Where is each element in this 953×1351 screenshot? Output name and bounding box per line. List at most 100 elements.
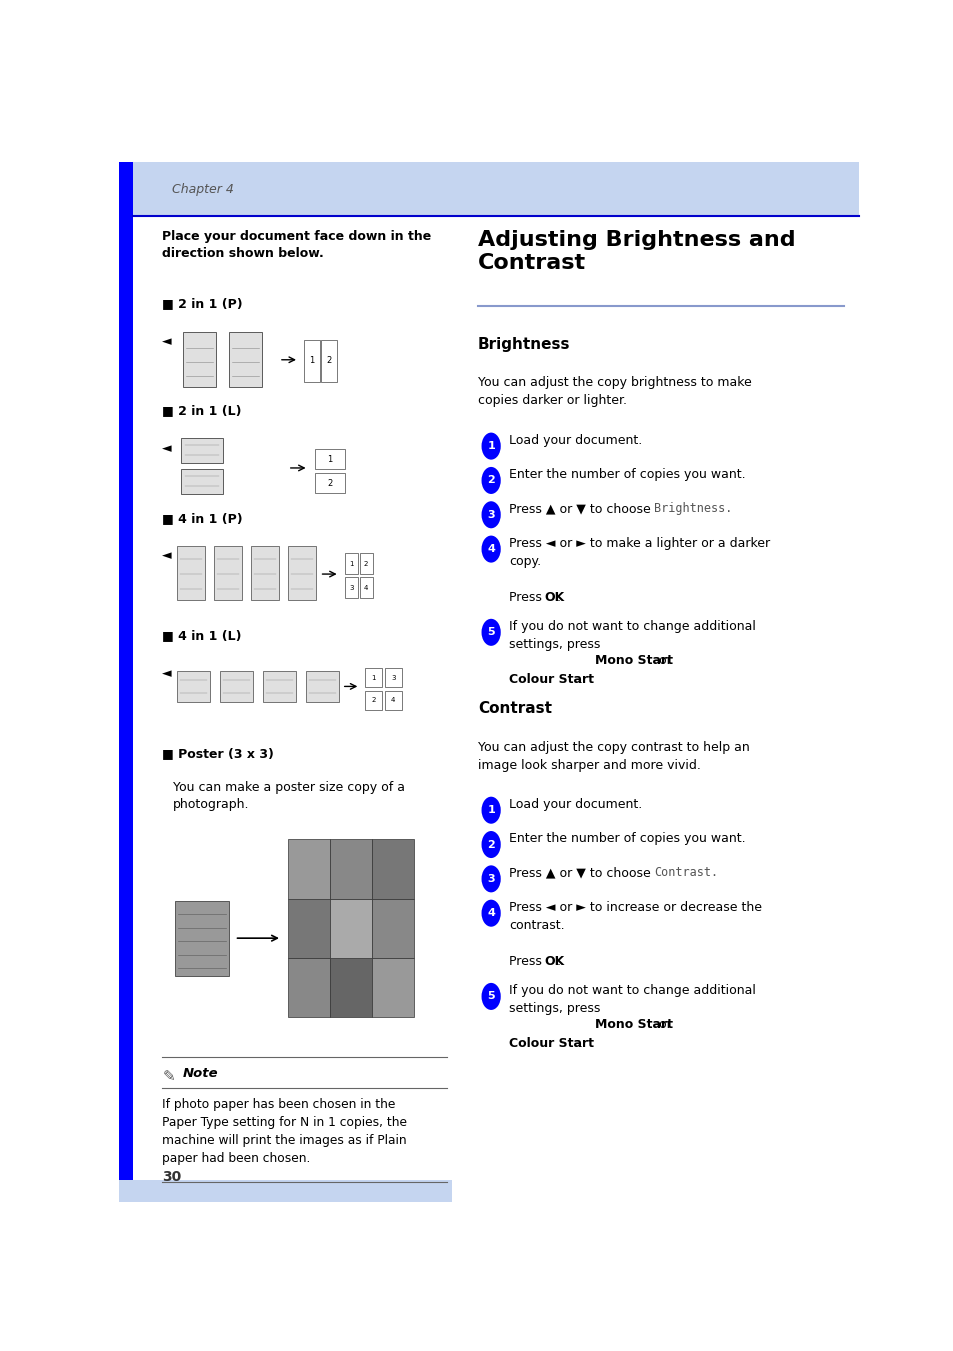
- Text: .: .: [578, 673, 581, 686]
- FancyBboxPatch shape: [365, 667, 382, 688]
- Text: ■ 2 in 1 (P): ■ 2 in 1 (P): [162, 297, 242, 311]
- Text: Chapter 4: Chapter 4: [172, 182, 234, 196]
- Text: ◄: ◄: [162, 666, 172, 680]
- Text: or: or: [654, 654, 671, 667]
- FancyBboxPatch shape: [330, 839, 372, 898]
- Text: Contrast: Contrast: [477, 701, 551, 716]
- Circle shape: [481, 984, 500, 1011]
- Circle shape: [481, 467, 500, 494]
- FancyBboxPatch shape: [183, 332, 216, 386]
- Text: Adjusting Brightness and
Contrast: Adjusting Brightness and Contrast: [477, 230, 795, 273]
- FancyBboxPatch shape: [176, 671, 210, 703]
- Text: 1: 1: [349, 561, 354, 566]
- Text: 3: 3: [349, 585, 354, 590]
- Circle shape: [481, 900, 500, 927]
- FancyBboxPatch shape: [229, 332, 262, 386]
- Circle shape: [481, 831, 500, 858]
- Text: 5: 5: [487, 992, 495, 1001]
- FancyBboxPatch shape: [180, 438, 223, 463]
- Text: 2: 2: [487, 839, 495, 850]
- Text: Contrast.: Contrast.: [653, 866, 718, 880]
- FancyBboxPatch shape: [314, 450, 344, 469]
- Text: Mono Start: Mono Start: [594, 1019, 672, 1031]
- FancyBboxPatch shape: [119, 162, 858, 216]
- Text: Enter the number of copies you want.: Enter the number of copies you want.: [508, 832, 744, 846]
- Text: OK: OK: [544, 955, 564, 967]
- FancyBboxPatch shape: [288, 839, 330, 898]
- FancyBboxPatch shape: [180, 469, 223, 494]
- FancyBboxPatch shape: [176, 546, 205, 600]
- Text: ◄: ◄: [162, 335, 172, 347]
- Text: Press ◄ or ► to increase or decrease the
contrast.: Press ◄ or ► to increase or decrease the…: [508, 901, 761, 932]
- FancyBboxPatch shape: [359, 554, 373, 574]
- FancyBboxPatch shape: [372, 839, 414, 898]
- Text: Load your document.: Load your document.: [508, 797, 641, 811]
- FancyBboxPatch shape: [304, 340, 319, 381]
- Text: ■ 4 in 1 (P): ■ 4 in 1 (P): [162, 512, 242, 524]
- Text: 2: 2: [327, 478, 333, 488]
- FancyBboxPatch shape: [119, 1179, 452, 1202]
- Text: Press: Press: [508, 590, 545, 604]
- FancyBboxPatch shape: [384, 690, 401, 711]
- FancyBboxPatch shape: [321, 340, 336, 381]
- Text: .: .: [578, 1038, 581, 1050]
- FancyBboxPatch shape: [384, 667, 401, 688]
- Text: 3: 3: [487, 509, 495, 520]
- FancyBboxPatch shape: [251, 546, 278, 600]
- Text: 4: 4: [364, 585, 368, 590]
- Text: Press: Press: [508, 955, 545, 967]
- Text: ■ 2 in 1 (L): ■ 2 in 1 (L): [162, 404, 241, 417]
- FancyBboxPatch shape: [330, 898, 372, 958]
- Text: If you do not want to change additional
settings, press: If you do not want to change additional …: [508, 984, 755, 1015]
- FancyBboxPatch shape: [288, 898, 330, 958]
- Text: If photo paper has been chosen in the
Paper Type setting for N in 1 copies, the
: If photo paper has been chosen in the Pa…: [162, 1098, 407, 1166]
- Text: 2: 2: [326, 357, 331, 365]
- FancyBboxPatch shape: [344, 554, 357, 574]
- Text: ◄: ◄: [162, 549, 172, 562]
- Text: 5: 5: [487, 627, 495, 638]
- Text: 4: 4: [487, 908, 495, 919]
- FancyBboxPatch shape: [288, 958, 330, 1017]
- Text: Brightness.: Brightness.: [653, 503, 731, 515]
- Text: .: .: [557, 590, 560, 604]
- Text: You can make a poster size copy of a
photograph.: You can make a poster size copy of a pho…: [173, 781, 405, 811]
- Text: OK: OK: [544, 590, 564, 604]
- FancyBboxPatch shape: [175, 901, 229, 975]
- Text: 2: 2: [372, 697, 375, 704]
- Text: Press ▲ or ▼ to choose: Press ▲ or ▼ to choose: [508, 503, 654, 515]
- FancyBboxPatch shape: [365, 690, 382, 711]
- Circle shape: [481, 619, 500, 646]
- Text: 1: 1: [372, 674, 375, 681]
- Text: ■ Poster (3 x 3): ■ Poster (3 x 3): [162, 747, 274, 759]
- Text: 3: 3: [487, 874, 495, 884]
- Text: Place your document face down in the
direction shown below.: Place your document face down in the dir…: [162, 230, 431, 259]
- FancyBboxPatch shape: [344, 577, 357, 598]
- Text: ✎: ✎: [163, 1069, 175, 1085]
- Text: ■ 4 in 1 (L): ■ 4 in 1 (L): [162, 630, 241, 642]
- Text: 3: 3: [391, 674, 395, 681]
- FancyBboxPatch shape: [372, 898, 414, 958]
- Text: or: or: [654, 1019, 671, 1031]
- Circle shape: [481, 866, 500, 893]
- Text: 1: 1: [327, 455, 333, 463]
- Text: Press ▲ or ▼ to choose: Press ▲ or ▼ to choose: [508, 866, 654, 880]
- Circle shape: [481, 501, 500, 528]
- Text: 30: 30: [162, 1170, 181, 1183]
- FancyBboxPatch shape: [305, 671, 338, 703]
- Text: Colour Start: Colour Start: [508, 673, 594, 686]
- Text: Enter the number of copies you want.: Enter the number of copies you want.: [508, 467, 744, 481]
- Text: .: .: [557, 955, 560, 967]
- Circle shape: [481, 797, 500, 824]
- Circle shape: [481, 535, 500, 562]
- Text: Brightness: Brightness: [477, 336, 570, 351]
- Text: Mono Start: Mono Start: [594, 654, 672, 667]
- Text: 2: 2: [364, 561, 368, 566]
- Text: 4: 4: [391, 697, 395, 704]
- Text: ◄: ◄: [162, 442, 172, 455]
- Text: Colour Start: Colour Start: [508, 1038, 594, 1050]
- Text: 1: 1: [487, 805, 495, 815]
- FancyBboxPatch shape: [314, 473, 344, 493]
- FancyBboxPatch shape: [288, 546, 315, 600]
- Text: You can adjust the copy brightness to make
copies darker or lighter.: You can adjust the copy brightness to ma…: [477, 377, 751, 408]
- Text: You can adjust the copy contrast to help an
image look sharper and more vivid.: You can adjust the copy contrast to help…: [477, 740, 749, 771]
